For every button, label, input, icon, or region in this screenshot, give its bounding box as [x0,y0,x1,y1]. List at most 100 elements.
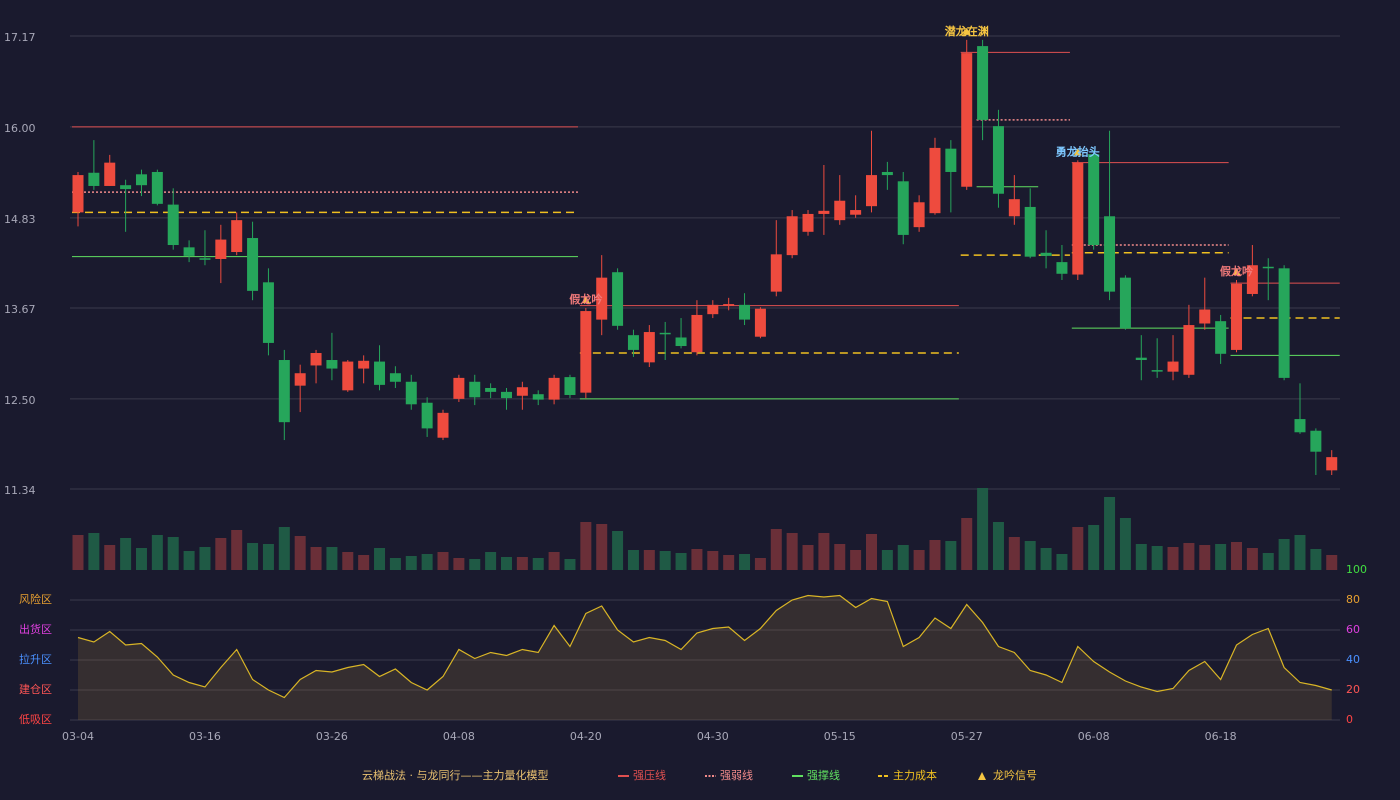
signal-label: 潜龙在渊 [945,24,989,38]
legend-label: 强撑线 [807,768,840,782]
volume-bar [405,556,417,570]
y-tick-label: 12.50 [4,394,36,407]
x-tick-label: 05-15 [824,730,856,743]
candle-body [231,220,243,253]
candle-body [135,174,147,186]
volume-bar [1278,539,1290,570]
x-tick-label: 03-04 [62,730,94,743]
volume-bar [675,553,687,570]
candle-body [770,254,782,292]
volume-bar [247,543,259,570]
candle-body [1183,325,1195,375]
candle-body [262,282,274,343]
candle-body [1246,265,1258,294]
indicator-line [77,594,1332,699]
candle-body [342,361,354,391]
volume-bar [262,544,274,570]
volume-bar [1262,553,1274,570]
legend-label: 强弱线 [720,768,753,782]
candle-body [1056,262,1068,274]
candle-body [1262,266,1274,269]
candle-body [247,238,259,291]
volume-bar [1135,544,1147,570]
y2-tick-label: 0 [1346,713,1353,726]
zone-label: 低吸区 [19,713,52,726]
volume-bar [278,527,290,570]
volume-bar [992,522,1004,570]
candle-body [1151,370,1163,372]
x-tick-label: 04-08 [443,730,475,743]
candle-body [834,200,846,221]
candle-body [786,216,798,256]
x-tick-label: 06-08 [1078,730,1110,743]
signal-marker [1073,148,1082,156]
volume-bar [469,559,481,570]
x-tick-label: 06-18 [1205,730,1237,743]
candle-body [691,314,703,353]
candle-body [104,162,116,186]
y2-tick-label: 80 [1346,593,1360,606]
y-tick-label: 14.83 [4,213,36,226]
volume-bar [929,540,941,570]
candle-body [1040,252,1052,256]
candle-body [374,361,386,385]
volume-bar [326,547,338,570]
y-tick-label: 17.17 [4,31,36,44]
x-tick-label: 04-30 [697,730,729,743]
x-tick-label: 03-16 [189,730,221,743]
volume-bar [1310,549,1322,570]
candle-body [88,172,100,186]
candle-body [850,210,862,215]
candle-body [294,373,306,386]
zone-label: 出货区 [19,622,52,636]
candle-body [1008,199,1020,217]
candle-body [754,308,766,337]
volume-bar [866,534,877,570]
volume-bar [1294,535,1306,570]
signal-label: 假龙吟 [569,292,602,306]
candle-body [596,277,608,320]
zone-label: 建仓区 [19,682,52,696]
volume-bar [1119,518,1131,570]
candle-body [818,210,830,214]
volume-bar [294,536,306,570]
candle-body [548,377,560,400]
volume-bar [834,544,846,570]
volume-bar [389,558,401,570]
candle-body [723,304,735,306]
volume-bar [596,524,608,570]
volume-bar [120,538,132,570]
volume-bar [548,552,560,570]
candle-body [183,247,195,256]
candle-body [199,258,211,260]
volume-bar [691,549,703,570]
candle-body [739,304,751,320]
x-tick-label: 04-20 [570,730,602,743]
candle-body [612,272,624,326]
candle-body [564,377,576,395]
y2-tick-label: 100 [1346,563,1367,576]
volume-bar [1072,527,1084,570]
volume-bar [342,552,354,570]
y2-tick-label: 60 [1346,623,1360,636]
volume-bar [977,488,989,570]
volume-bar [88,533,100,570]
candle-body [151,171,163,204]
volume-bar [215,538,227,570]
legend-label: 龙吟信号 [993,768,1037,782]
volume-bar [1024,541,1036,570]
volume-bar [1104,497,1116,570]
candle-body [1294,419,1306,433]
volume-bar [723,555,735,570]
volume-bar [1167,547,1179,570]
volume-bar [754,558,766,570]
y-tick-label: 11.34 [4,484,36,497]
volume-bar [485,552,497,570]
volume-bar [500,557,512,570]
volume-bar [1040,548,1052,570]
candle-body [310,353,322,366]
legend-label: 主力成本 [893,768,937,782]
candle-body [72,175,84,213]
candle-body [1167,361,1179,372]
